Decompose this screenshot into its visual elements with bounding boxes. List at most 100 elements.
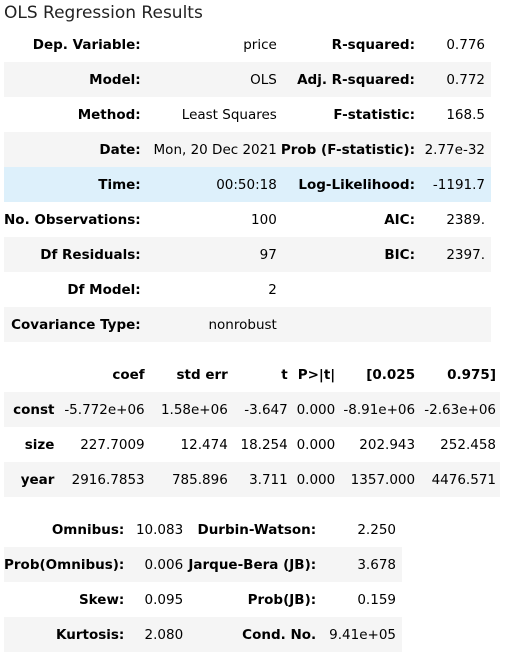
diagnostic-label: Omnibus: xyxy=(51,521,125,538)
table-cell: -8.91e+06 xyxy=(343,401,416,418)
table-cell: 3.711 xyxy=(249,471,288,488)
summary-value: 168.5 xyxy=(446,106,485,123)
summary-value: Mon, 20 Dec 2021 xyxy=(153,141,277,158)
table-cell: 2916.7853 xyxy=(71,471,145,488)
column-header: P>|t| xyxy=(297,366,336,383)
table-row-hovered: Time: 00:50:18 Log-Likelihood: -1191.7 xyxy=(4,167,491,202)
table-cell: 227.7009 xyxy=(80,436,145,453)
summary-value xyxy=(419,307,491,342)
diagnostic-value: 0.159 xyxy=(357,591,396,608)
table-cell: 1357.000 xyxy=(350,471,416,488)
summary-value: OLS xyxy=(250,71,277,88)
summary-label: F-statistic: xyxy=(333,106,415,123)
table-cell: 252.458 xyxy=(440,436,496,453)
column-header: coef xyxy=(112,366,145,383)
table-row: size 227.7009 12.474 18.254 0.000 202.94… xyxy=(4,427,500,462)
summary-label: Adj. R-squared: xyxy=(297,71,415,88)
diagnostic-value: 0.095 xyxy=(144,591,184,608)
coefficient-table: coef std err t P>|t| [0.025 0.975] const… xyxy=(4,357,500,497)
model-summary-table: Dep. Variable: price R-squared: 0.776 Mo… xyxy=(4,27,491,342)
table-row: Method: Least Squares F-statistic: 168.5 xyxy=(4,97,491,132)
table-cell: 12.474 xyxy=(180,436,228,453)
row-header: const xyxy=(13,401,55,418)
summary-value: Least Squares xyxy=(181,106,277,123)
diagnostic-value: 3.678 xyxy=(357,556,396,573)
table-cell: -2.63e+06 xyxy=(424,401,496,418)
table-row: Df Model: 2 xyxy=(4,272,491,307)
table-row: year 2916.7853 785.896 3.711 0.000 1357.… xyxy=(4,462,500,497)
column-header: 0.975] xyxy=(447,366,496,383)
summary-label: BIC: xyxy=(384,246,415,263)
table-header-row: coef std err t P>|t| [0.025 0.975] xyxy=(4,357,500,392)
table-row: const -5.772e+06 1.58e+06 -3.647 0.000 -… xyxy=(4,392,500,427)
summary-value: 100 xyxy=(251,211,277,228)
table-cell: 4476.571 xyxy=(431,471,496,488)
summary-label: Prob (F-statistic): xyxy=(280,141,415,158)
summary-label: Log-Likelihood: xyxy=(298,176,415,193)
table-cell: 0.000 xyxy=(296,436,336,453)
table-row: Model: OLS Adj. R-squared: 0.772 xyxy=(4,62,491,97)
table-row: Kurtosis: 2.080 Cond. No. 9.41e+05 xyxy=(4,617,402,652)
diagnostic-value: 10.083 xyxy=(135,521,184,538)
diagnostic-value: 2.250 xyxy=(357,521,396,538)
diagnostic-label: Prob(JB): xyxy=(247,591,317,608)
diagnostic-label: Skew: xyxy=(78,591,125,608)
summary-label: Df Residuals: xyxy=(40,246,141,263)
summary-label: No. Observations: xyxy=(4,211,141,228)
diagnostic-label: Kurtosis: xyxy=(56,626,125,643)
column-header: t xyxy=(281,366,288,383)
row-header: year xyxy=(20,471,55,488)
summary-label: R-squared: xyxy=(331,36,415,53)
summary-value xyxy=(419,272,491,307)
summary-value: 0.776 xyxy=(446,36,485,53)
summary-label: Dep. Variable: xyxy=(32,36,141,53)
table-cell: 18.254 xyxy=(240,436,288,453)
summary-label: Model: xyxy=(89,71,141,88)
table-cell: -3.647 xyxy=(244,401,288,418)
column-header: std err xyxy=(176,366,228,383)
summary-value: 2397. xyxy=(446,246,485,263)
diagnostic-value: 9.41e+05 xyxy=(329,626,396,643)
table-row: Prob(Omnibus): 0.006 Jarque-Bera (JB): 3… xyxy=(4,547,402,582)
summary-value: nonrobust xyxy=(208,316,277,333)
summary-value: 00:50:18 xyxy=(216,176,277,193)
diagnostic-label: Durbin-Watson: xyxy=(197,521,317,538)
row-header: size xyxy=(24,436,55,453)
diagnostic-label: Cond. No. xyxy=(242,626,317,643)
table-cell: 0.000 xyxy=(296,401,336,418)
table-cell: 202.943 xyxy=(359,436,416,453)
summary-label: Method: xyxy=(77,106,141,123)
table-row: No. Observations: 100 AIC: 2389. xyxy=(4,202,491,237)
diagnostic-label: Jarque-Bera (JB): xyxy=(188,556,317,573)
summary-label xyxy=(281,272,419,307)
table-row: Dep. Variable: price R-squared: 0.776 xyxy=(4,27,491,62)
summary-label: Df Model: xyxy=(67,281,141,298)
table-row: Date: Mon, 20 Dec 2021 Prob (F-statistic… xyxy=(4,132,491,167)
summary-value: -1191.7 xyxy=(432,176,485,193)
diagnostics-table: Omnibus: 10.083 Durbin-Watson: 2.250 Pro… xyxy=(4,512,402,652)
column-header: [0.025 xyxy=(366,366,416,383)
table-cell: 785.896 xyxy=(171,471,228,488)
diagnostic-value: 0.006 xyxy=(144,556,184,573)
column-header xyxy=(4,357,58,392)
table-cell: -5.772e+06 xyxy=(64,401,145,418)
summary-value: 2389. xyxy=(446,211,485,228)
table-cell: 1.58e+06 xyxy=(160,401,228,418)
summary-value: 2.77e-32 xyxy=(424,141,485,158)
summary-value: 0.772 xyxy=(446,71,485,88)
table-row: Covariance Type: nonrobust xyxy=(4,307,491,342)
summary-label: Date: xyxy=(99,141,141,158)
summary-label xyxy=(281,307,419,342)
table-row: Df Residuals: 97 BIC: 2397. xyxy=(4,237,491,272)
table-row: Omnibus: 10.083 Durbin-Watson: 2.250 xyxy=(4,512,402,547)
table-cell: 0.000 xyxy=(296,471,336,488)
summary-value: 2 xyxy=(268,281,277,298)
summary-label: Covariance Type: xyxy=(11,316,141,333)
table-caption: OLS Regression Results xyxy=(4,3,203,23)
table-row: Skew: 0.095 Prob(JB): 0.159 xyxy=(4,582,402,617)
summary-label: Time: xyxy=(98,176,141,193)
diagnostic-value: 2.080 xyxy=(144,626,184,643)
summary-label: AIC: xyxy=(384,211,415,228)
diagnostic-label: Prob(Omnibus): xyxy=(4,556,125,573)
summary-value: price xyxy=(243,36,277,53)
